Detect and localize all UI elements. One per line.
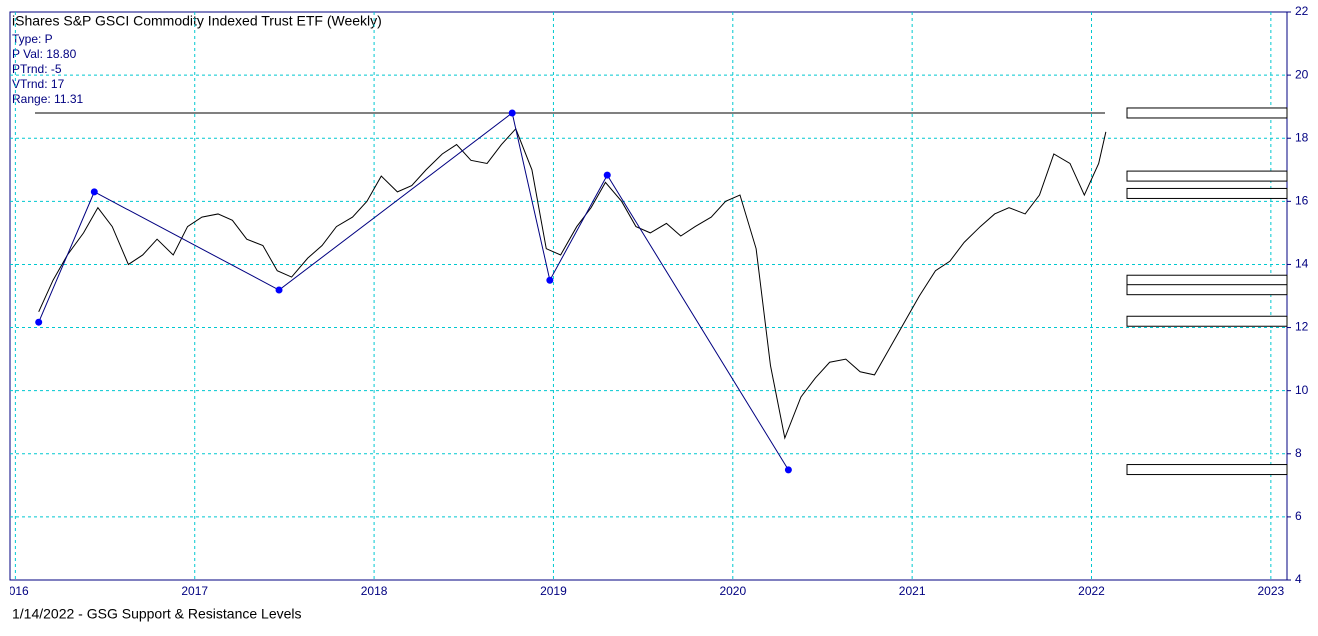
footer: 1/14/2022 - GSG Support & Resistance Lev… — [12, 606, 302, 622]
x-labels: 2016 2017 2018 2019 2020 2021 2022 2023 — [2, 584, 1285, 598]
y-tick-label: 4 — [1295, 572, 1302, 586]
x-tick-label: 2020 — [719, 584, 746, 598]
plot-frame — [9, 11, 1288, 581]
y-tick-label: 18 — [1295, 130, 1309, 144]
x-tick-label: 2018 — [361, 584, 388, 598]
info-line: PTrnd: -5 — [12, 62, 62, 76]
level-box — [1126, 274, 1288, 286]
info-line: VTrnd: 17 — [12, 77, 65, 91]
chart-title: iShares S&P GSCI Commodity Indexed Trust… — [12, 13, 382, 29]
x-tick-label: 2017 — [181, 584, 208, 598]
info-line: Range: 11.31 — [12, 92, 83, 106]
y-tick-label: 12 — [1295, 320, 1309, 334]
level-box — [1126, 464, 1288, 476]
level-box — [1126, 187, 1288, 199]
pivot-point — [90, 188, 98, 196]
y-tick-label: 16 — [1295, 194, 1309, 208]
level-box — [1126, 315, 1288, 327]
level-box — [1126, 284, 1288, 296]
pivot-point — [275, 286, 283, 294]
y-tick-label: 22 — [1295, 4, 1309, 18]
pivot-point — [35, 318, 43, 326]
x-tick-label: 2023 — [1258, 584, 1285, 598]
pivot-point — [546, 276, 554, 284]
pivot-point — [603, 171, 611, 179]
x-tick-label: 2019 — [540, 584, 567, 598]
y-tick-label: 6 — [1295, 509, 1302, 523]
y-tick-label: 8 — [1295, 446, 1302, 460]
level-box — [1126, 107, 1288, 119]
y-tick-label: 10 — [1295, 383, 1309, 397]
x-tick-label: 2016 — [2, 584, 29, 598]
y-tick-label: 20 — [1295, 67, 1309, 81]
info-line: Type: P — [12, 32, 53, 46]
level-box — [1126, 170, 1288, 182]
x-tick-label: 2022 — [1078, 584, 1105, 598]
info-line: P Val: 18.80 — [12, 47, 77, 61]
price-line — [38, 127, 1107, 440]
x-tick-label: 2021 — [899, 584, 926, 598]
y-tick-label: 14 — [1295, 257, 1309, 271]
pivot-point — [508, 109, 516, 117]
pivot-point — [784, 466, 792, 474]
